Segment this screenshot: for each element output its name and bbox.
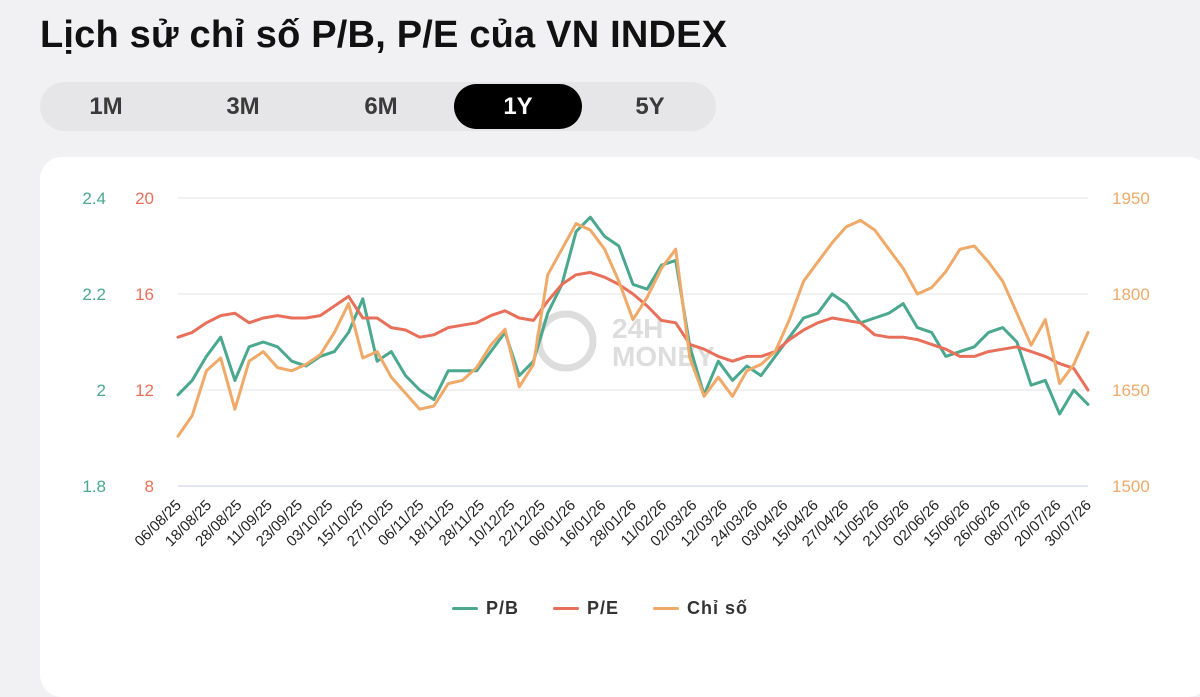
y-tick-label-index: 1800 [1112,285,1150,304]
legend-item-pb[interactable]: P/B [451,598,519,619]
legend-swatch-pb [451,607,478,610]
y-tick-label-pb: 1.8 [82,477,106,496]
tab-3m[interactable]: 3M [226,92,260,120]
tab-1y[interactable]: 1Y [454,84,582,129]
y-tick-label-pb: 2.2 [82,285,106,304]
legend-swatch-pe [552,607,579,610]
y-tick-label-pb: 2.4 [82,189,106,208]
y-tick-label-pe: 20 [135,189,154,208]
legend-label-pb: P/B [485,598,519,618]
tab-1m[interactable]: 1M [89,92,123,120]
svg-text:24H: 24H [612,313,663,344]
y-tick-label-pb: 2 [97,381,106,400]
legend-label-index: Chỉ số [687,598,749,618]
y-tick-label-index: 1500 [1112,477,1150,496]
series-line-pe [176,270,1090,392]
tab-6m[interactable]: 6M [364,92,398,120]
series-line-pb [176,215,1090,416]
y-tick-label-pe: 12 [135,381,154,400]
y-tick-label-index: 1650 [1112,381,1150,400]
period-tabs: 1M 3M 6M 1Y 5Y [40,82,716,131]
chart-legend: P/B P/E Chỉ số [0,598,1200,619]
page-title: Lịch sử chỉ số P/B, P/E của VN INDEX [40,14,728,56]
legend-item-pe[interactable]: P/E [552,598,619,619]
legend-swatch-index [653,607,679,610]
tab-5y[interactable]: 5Y [635,92,665,120]
y-tick-label-index: 1950 [1112,189,1150,208]
y-tick-label-pe: 16 [135,285,154,304]
series-line-index [176,218,1090,438]
y-tick-label-pe: 8 [145,477,154,496]
legend-label-pe: P/E [586,598,619,618]
svg-text:MONEY: MONEY [612,341,715,372]
legend-item-index[interactable]: Chỉ số [653,598,748,619]
